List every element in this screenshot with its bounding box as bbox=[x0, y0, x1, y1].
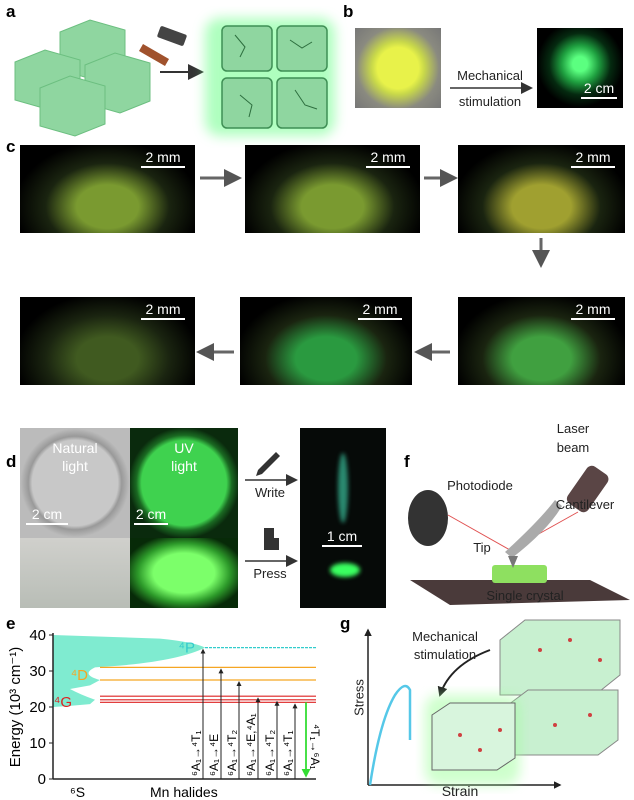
panel-label-d: d bbox=[6, 452, 17, 471]
scale-bar-label: 2 cm bbox=[135, 506, 167, 522]
photo-sequence-frame: 2 mm bbox=[458, 297, 625, 385]
photo-sequence-frame: 2 mm bbox=[20, 145, 195, 233]
crystal-label: Single crystal bbox=[486, 588, 564, 603]
cantilever-label: Cantilever bbox=[555, 497, 615, 512]
panel-label-c: c bbox=[6, 137, 16, 156]
scale-bar: 2 cm bbox=[581, 80, 617, 99]
y-tick-label: 0 bbox=[38, 771, 46, 788]
transition-label: ⁶A₁→⁴T₂ bbox=[263, 730, 277, 776]
label-natural: Natural bbox=[52, 440, 98, 456]
scale-bar-label: 2 mm bbox=[575, 149, 611, 165]
panel-label-a: a bbox=[6, 2, 16, 21]
y-tick-label: 20 bbox=[29, 699, 46, 716]
arrow-text: Mechanical bbox=[412, 629, 478, 644]
scale-bar-label: 2 mm bbox=[362, 301, 398, 317]
panel-label-f: f bbox=[404, 452, 410, 471]
hammer-icon bbox=[139, 26, 187, 66]
intact-crystal bbox=[499, 619, 621, 696]
photo-sequence-frame: 2 mm bbox=[245, 145, 420, 233]
arrow-text: stimulation bbox=[458, 94, 522, 109]
panel-label-b: b bbox=[343, 2, 354, 21]
x-axis-label: Strain bbox=[441, 783, 479, 799]
scale-bar-label: 2 mm bbox=[145, 149, 181, 165]
transition-label: ⁶A₁→⁴E,⁴A₁ bbox=[244, 713, 258, 776]
scale-bar-label: 2 cm bbox=[583, 80, 615, 96]
photo-film-uv bbox=[130, 538, 238, 608]
scale-bar: 2 mm bbox=[358, 301, 402, 320]
fractured-glowing-cubes bbox=[205, 18, 335, 136]
y-tick-label: 10 bbox=[29, 735, 46, 752]
scale-bar-label: 1 cm bbox=[326, 528, 358, 544]
scale-bar-label: 2 cm bbox=[31, 506, 63, 522]
intact-crystal-cubes bbox=[14, 19, 151, 137]
scale-bar: 2 mm bbox=[571, 301, 615, 320]
laser-label: beam bbox=[556, 440, 590, 455]
scale-bar: 1 cm bbox=[322, 528, 362, 547]
scale-bar: 2 cm bbox=[134, 506, 168, 525]
photo-sequence-frame: 2 mm bbox=[20, 297, 195, 385]
x-label: Mn halides bbox=[150, 784, 218, 800]
panel-label-g: g bbox=[340, 614, 351, 633]
afm-diagram bbox=[408, 465, 630, 605]
label-natural: light bbox=[62, 458, 88, 474]
scale-bar: 2 mm bbox=[366, 149, 410, 168]
pencil-icon bbox=[256, 452, 280, 476]
photo-natural-light: Natural light 2 cm bbox=[20, 428, 130, 538]
term-label: ⁴D bbox=[71, 667, 88, 684]
photo-sequence-frame: 2 mm bbox=[458, 145, 625, 233]
transition-label: ⁶A₁→⁴T₁ bbox=[189, 730, 203, 776]
intact-crystal bbox=[507, 689, 619, 756]
y-axis-label: Energy (10³ cm⁻¹) bbox=[7, 647, 24, 767]
fractured-crystal bbox=[431, 702, 516, 771]
stress-strain-plot bbox=[364, 619, 621, 789]
term-label: ⁴G bbox=[54, 694, 72, 711]
photo-written-glow: 1 cm bbox=[300, 428, 386, 608]
pointing-hand-icon bbox=[264, 528, 279, 552]
photo-crystals-natural bbox=[355, 28, 441, 108]
transition-label: ⁶A₁→⁴E bbox=[207, 734, 221, 776]
laser-label: Laser bbox=[556, 421, 590, 436]
panel-label-e: e bbox=[6, 614, 16, 633]
laser-source bbox=[566, 465, 609, 513]
photo-film-natural bbox=[20, 538, 130, 608]
y-axis-label: Stress bbox=[351, 679, 367, 716]
scale-bar: 2 mm bbox=[571, 149, 615, 168]
press-label: Press bbox=[253, 566, 287, 581]
write-label: Write bbox=[254, 485, 286, 500]
scale-bar: 2 mm bbox=[141, 149, 185, 168]
scale-bar: 2 cm bbox=[26, 506, 68, 525]
label-uv: UV bbox=[174, 440, 194, 456]
scale-bar-label: 2 mm bbox=[370, 149, 406, 165]
transition-label: ⁴T₁→⁶A₁ bbox=[308, 724, 322, 770]
y-tick-label: 30 bbox=[29, 663, 46, 680]
scale-bar-label: 2 mm bbox=[575, 301, 611, 317]
scale-bar: 2 mm bbox=[141, 301, 185, 320]
transition-label: ⁶A₁→⁴T₁ bbox=[281, 730, 295, 776]
y-tick-label: 40 bbox=[29, 627, 46, 644]
tip-label: Tip bbox=[473, 540, 491, 555]
scale-bar-label: 2 mm bbox=[145, 301, 181, 317]
term-label: ⁴P bbox=[179, 640, 195, 657]
transition-label: ⁶A₁→⁴T₂ bbox=[225, 730, 239, 776]
arrow-text: Mechanical bbox=[457, 68, 523, 83]
photodiode bbox=[408, 490, 448, 546]
x-label: ⁶S bbox=[70, 784, 85, 800]
stress-curve bbox=[368, 684, 412, 786]
photo-sequence-frame: 2 mm bbox=[240, 297, 412, 385]
photodiode-label: Photodiode bbox=[447, 478, 513, 493]
term-band bbox=[53, 635, 205, 707]
photo-uv-light: UV light 2 cm bbox=[130, 428, 238, 538]
photo-crystals-glow: 2 cm bbox=[537, 28, 623, 108]
energy-level-chart: 0 10 20 30 40 Energy (10³ cm⁻¹) ⁶S Mn halides ⁴P… bbox=[7, 627, 322, 800]
label-uv: light bbox=[171, 458, 197, 474]
arrow-text: stimulation bbox=[413, 647, 477, 662]
